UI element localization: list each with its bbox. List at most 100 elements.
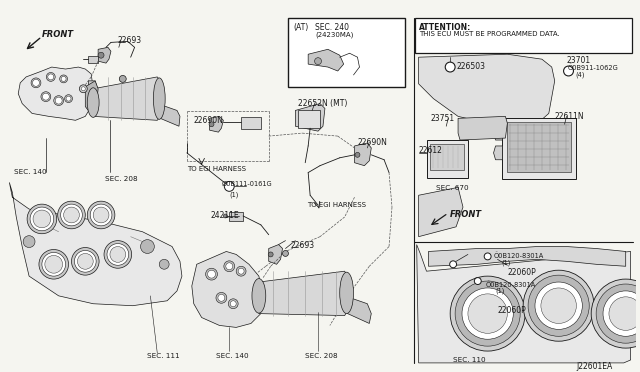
Circle shape [228, 299, 238, 309]
Circle shape [46, 73, 55, 81]
Circle shape [462, 288, 513, 339]
Circle shape [224, 261, 235, 272]
Text: 22690N: 22690N [358, 138, 387, 147]
Polygon shape [259, 271, 348, 315]
Polygon shape [18, 67, 93, 120]
Circle shape [603, 291, 640, 336]
Circle shape [355, 153, 360, 157]
Text: ATTENTION:: ATTENTION: [419, 23, 471, 32]
Bar [289, 18, 405, 87]
Polygon shape [157, 103, 180, 126]
Circle shape [87, 201, 115, 229]
Circle shape [236, 266, 246, 276]
Bar [415, 18, 632, 53]
Circle shape [535, 282, 582, 329]
Circle shape [23, 236, 35, 247]
Text: (1): (1) [502, 259, 511, 266]
Text: (AT): (AT) [293, 23, 308, 32]
Circle shape [48, 74, 54, 80]
Bar [502, 118, 577, 179]
Circle shape [61, 204, 83, 226]
Polygon shape [458, 116, 508, 140]
Text: 22060P: 22060P [508, 268, 536, 277]
Circle shape [119, 76, 126, 82]
Circle shape [110, 247, 125, 262]
Text: FRONT: FRONT [42, 30, 74, 39]
Polygon shape [269, 244, 282, 264]
Circle shape [93, 207, 109, 223]
Circle shape [282, 250, 289, 256]
Circle shape [218, 294, 225, 301]
Circle shape [90, 204, 112, 226]
Polygon shape [493, 146, 502, 160]
Ellipse shape [340, 272, 353, 314]
Text: SEC. 110: SEC. 110 [453, 357, 486, 363]
Bar [426, 140, 468, 177]
Polygon shape [355, 143, 371, 166]
Circle shape [42, 93, 49, 100]
Text: SEC. 208: SEC. 208 [305, 353, 338, 359]
Circle shape [159, 259, 169, 269]
Circle shape [79, 85, 87, 93]
Circle shape [58, 201, 85, 229]
Polygon shape [295, 103, 325, 131]
Circle shape [42, 253, 65, 276]
Circle shape [107, 244, 129, 265]
Text: Ô0B120-8301A: Ô0B120-8301A [486, 281, 536, 288]
Circle shape [141, 240, 154, 253]
Circle shape [72, 247, 99, 275]
Circle shape [39, 250, 68, 279]
Text: (24230MA): (24230MA) [315, 32, 353, 38]
Circle shape [66, 96, 71, 101]
Circle shape [104, 241, 132, 268]
Bar [241, 117, 261, 129]
Circle shape [60, 75, 68, 83]
Ellipse shape [154, 78, 165, 119]
Circle shape [230, 301, 236, 307]
Text: TO EGI HARNESS: TO EGI HARNESS [187, 166, 246, 171]
Bar [508, 122, 572, 171]
Circle shape [268, 252, 273, 257]
Text: Ô0B120-8301A: Ô0B120-8301A [493, 253, 544, 259]
Circle shape [30, 207, 54, 231]
Circle shape [445, 62, 455, 72]
Text: 22693: 22693 [291, 241, 314, 250]
Polygon shape [428, 247, 626, 266]
Circle shape [484, 253, 491, 260]
Text: SEC. 240: SEC. 240 [315, 23, 349, 32]
Text: (1): (1) [229, 191, 239, 198]
Circle shape [98, 52, 104, 58]
Text: SEC. 140: SEC. 140 [14, 169, 47, 174]
Circle shape [63, 207, 79, 223]
Circle shape [61, 76, 66, 81]
Circle shape [33, 79, 40, 86]
Polygon shape [308, 49, 344, 71]
Text: 23751: 23751 [431, 115, 454, 124]
Circle shape [209, 122, 214, 127]
Text: Ø0B111-0161G: Ø0B111-0161G [221, 180, 272, 186]
Text: (4): (4) [575, 71, 585, 77]
Circle shape [315, 58, 321, 65]
Polygon shape [209, 116, 223, 132]
Circle shape [609, 297, 640, 330]
Text: SEC. 208: SEC. 208 [105, 176, 138, 182]
Circle shape [77, 253, 93, 269]
Polygon shape [345, 296, 371, 324]
Text: 24211E: 24211E [211, 211, 239, 220]
Circle shape [205, 268, 218, 280]
Circle shape [223, 214, 227, 218]
Polygon shape [419, 187, 463, 237]
Circle shape [523, 270, 594, 341]
Text: 22652N (MT): 22652N (MT) [298, 99, 348, 108]
Text: SEC. 140: SEC. 140 [216, 353, 249, 359]
Bar [431, 144, 464, 170]
Text: 226503: 226503 [456, 62, 485, 71]
Polygon shape [10, 182, 182, 306]
Circle shape [74, 250, 96, 272]
Text: FRONT: FRONT [450, 210, 483, 219]
Circle shape [238, 268, 244, 274]
Polygon shape [98, 47, 111, 63]
Polygon shape [419, 54, 555, 128]
Polygon shape [93, 77, 160, 120]
Circle shape [596, 284, 640, 343]
